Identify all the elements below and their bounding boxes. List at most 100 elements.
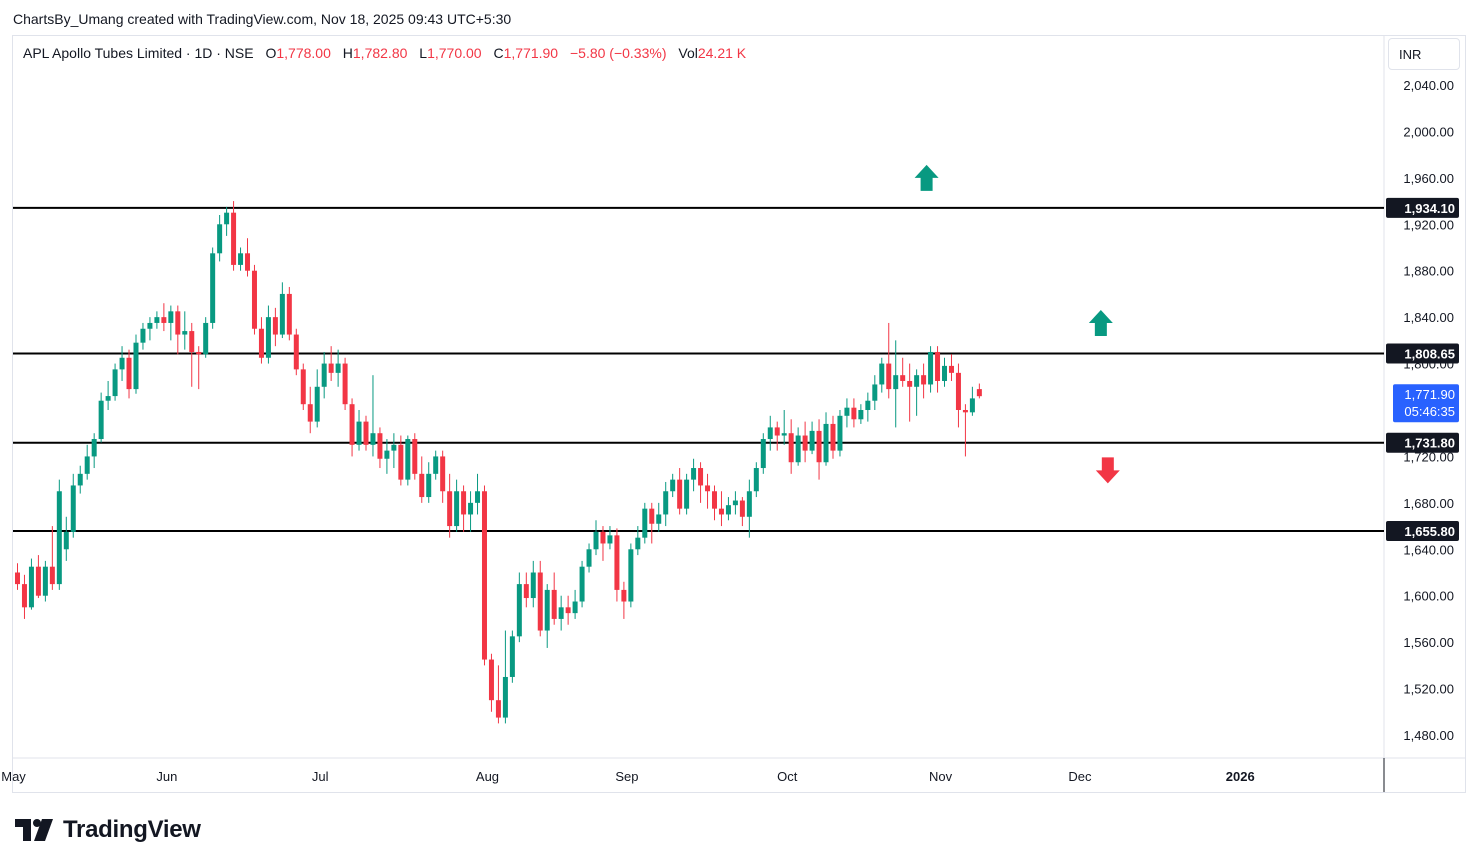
candle-body xyxy=(753,468,759,492)
candle-body xyxy=(802,435,808,451)
candle-body xyxy=(272,317,278,335)
last-price-label: 1,771.90 xyxy=(1404,387,1455,402)
candle-body xyxy=(28,566,34,608)
candle-body xyxy=(739,500,745,517)
candle-body xyxy=(147,322,153,329)
candle-body xyxy=(969,398,975,413)
candle-body xyxy=(935,351,941,381)
candle-body xyxy=(105,396,111,401)
chart-pane[interactable] xyxy=(12,35,1466,793)
candle-body xyxy=(433,456,439,474)
candle-body xyxy=(976,389,982,397)
candle-body xyxy=(70,485,76,532)
candle-body xyxy=(293,334,299,370)
candle-body xyxy=(607,535,613,544)
candle-body xyxy=(133,342,139,390)
candle-body xyxy=(509,636,515,677)
candle-body xyxy=(307,404,313,422)
candle-body xyxy=(217,224,223,254)
level-price-label: 1,808.65 xyxy=(1404,347,1455,362)
candle-body xyxy=(760,439,766,469)
candle-body xyxy=(537,572,543,631)
candle-body xyxy=(544,589,550,631)
candle-body xyxy=(426,473,432,498)
x-tick-label: 2026 xyxy=(1226,769,1255,784)
candle-body xyxy=(823,423,829,463)
candle-body xyxy=(468,502,474,515)
candle-body xyxy=(907,380,913,387)
low-value: 1,770.00 xyxy=(427,45,482,61)
time-axis[interactable]: May Jun Jul Aug Sep Oct Nov Dec 2026 xyxy=(1,769,1254,784)
y-tick-label: 1,960.00 xyxy=(1403,171,1454,186)
y-tick-label: 1,520.00 xyxy=(1403,682,1454,697)
candle-body xyxy=(279,293,285,335)
horizontal-levels xyxy=(13,206,1384,532)
level-price-label: 1,731.80 xyxy=(1404,436,1455,451)
high-value: 1,782.80 xyxy=(352,45,408,61)
candle-body xyxy=(440,456,446,492)
last-price-tag xyxy=(1393,384,1459,423)
candle-body xyxy=(565,607,571,614)
volume-value: 24.21 K xyxy=(697,45,747,61)
candle-body xyxy=(481,491,487,660)
level-price-tag xyxy=(1386,520,1459,541)
y-tick-label: 1,640.00 xyxy=(1403,542,1454,557)
candle-body xyxy=(461,491,467,515)
arrow-up-icon xyxy=(1088,309,1113,336)
y-tick-label: 1,560.00 xyxy=(1403,635,1454,650)
candle-body xyxy=(77,473,83,486)
y-tick-label: 1,880.00 xyxy=(1403,264,1454,279)
candle-body xyxy=(314,386,320,422)
candle-body xyxy=(705,485,711,492)
candle-body xyxy=(948,365,954,373)
y-tick-label: 1,600.00 xyxy=(1403,589,1454,604)
candle-body xyxy=(955,372,961,410)
candle-body xyxy=(698,468,704,486)
symbol-legend: APL Apollo Tubes Limited · 1D · NSE O1,7… xyxy=(23,45,746,61)
candle-body xyxy=(265,317,271,358)
y-tick-label: 2,040.00 xyxy=(1403,78,1454,93)
candle-body xyxy=(684,479,690,509)
arrow-up-icon xyxy=(914,164,939,191)
candle-body xyxy=(91,439,97,457)
high-label: H xyxy=(342,45,353,61)
candle-body xyxy=(349,404,355,445)
candle-body xyxy=(126,357,132,390)
candle-body xyxy=(21,584,27,608)
tradingview-wordmark: TradingView xyxy=(63,816,201,843)
candle-body xyxy=(725,505,731,515)
candle-body xyxy=(175,311,181,335)
x-tick-label: Nov xyxy=(929,769,953,784)
candle-body xyxy=(642,508,648,538)
candle-body xyxy=(865,400,871,410)
x-tick-label: May xyxy=(1,769,26,784)
candle-body xyxy=(858,410,864,420)
candle-body xyxy=(921,375,927,385)
currency-selector[interactable]: INR xyxy=(1388,38,1460,70)
candle-body xyxy=(84,456,90,474)
candle-body xyxy=(628,549,634,602)
attribution-header: ChartsBy_Umang created with TradingView.… xyxy=(13,11,512,27)
candle-body xyxy=(258,328,264,358)
arrows xyxy=(914,164,1120,484)
level-price-tag xyxy=(1386,197,1459,218)
candle-body xyxy=(928,351,934,385)
candle-body xyxy=(384,450,390,459)
symbol-name: APL Apollo Tubes Limited · 1D · NSE xyxy=(23,45,254,61)
candle-body xyxy=(391,444,397,451)
candle-body xyxy=(942,365,948,381)
x-tick-label: Jun xyxy=(156,769,177,784)
candle-body xyxy=(746,491,752,517)
candle-body xyxy=(447,491,453,527)
y-tick-label: 1,480.00 xyxy=(1403,728,1454,743)
bar-countdown-label: 05:46:35 xyxy=(1404,404,1455,419)
tradingview-logo[interactable]: TradingView xyxy=(15,816,201,844)
candle-body xyxy=(516,584,522,637)
candle-body xyxy=(189,331,195,352)
level-price-label: 1,655.80 xyxy=(1404,524,1455,539)
candle-body xyxy=(286,293,292,335)
candle-body xyxy=(593,531,599,550)
tradingview-logo-icon xyxy=(15,819,53,841)
price-axis[interactable]: 1,480.00 1,520.00 1,560.00 1,600.00 1,640.00… xyxy=(1403,78,1454,743)
